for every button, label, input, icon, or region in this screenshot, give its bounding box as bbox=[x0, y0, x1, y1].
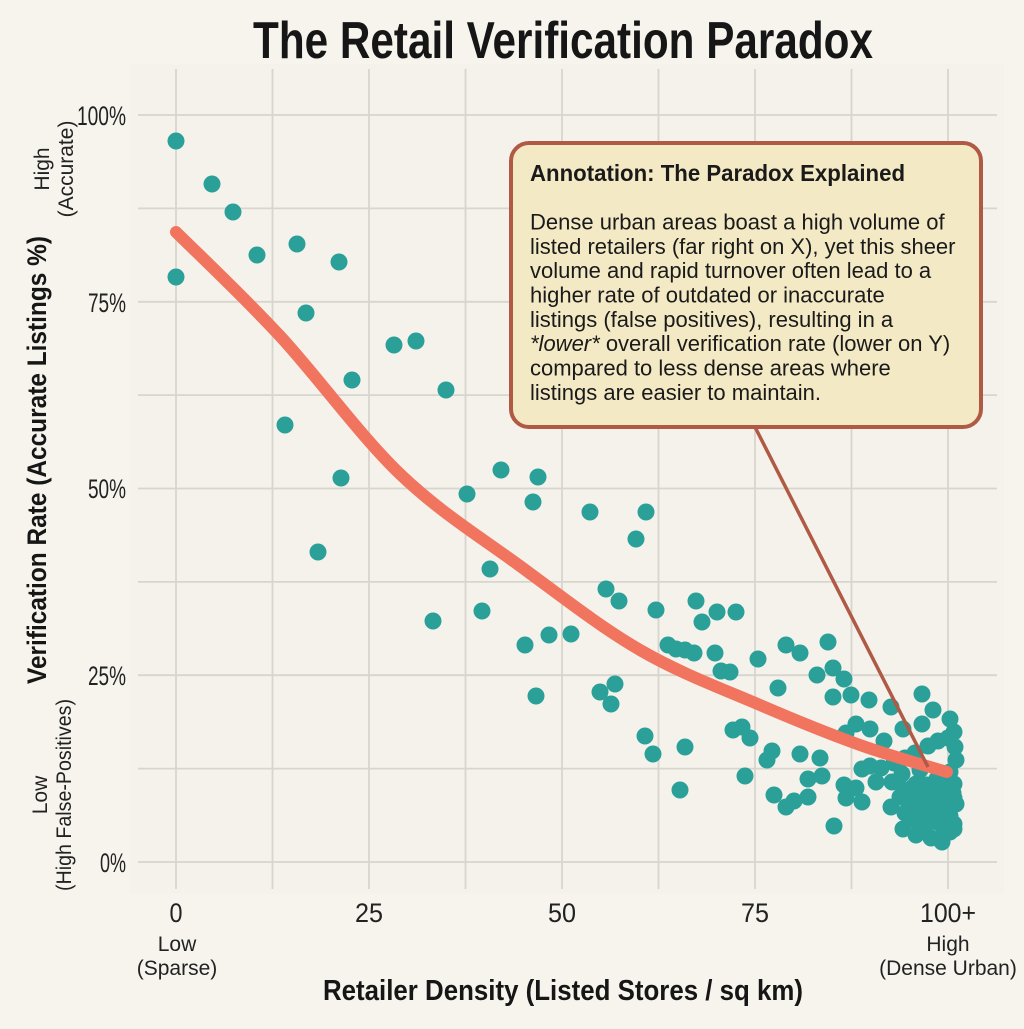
svg-text:The Retail Verification Parado: The Retail Verification Paradox bbox=[253, 12, 873, 70]
svg-text:Annotation: The Paradox Explai: Annotation: The Paradox Explained bbox=[530, 160, 905, 186]
svg-text:compared to less dense areas w: compared to less dense areas where bbox=[530, 356, 891, 381]
svg-text:100%: 100% bbox=[77, 101, 126, 131]
svg-text:25: 25 bbox=[355, 898, 383, 928]
svg-text:75: 75 bbox=[741, 898, 769, 928]
svg-text:volume and rapid turnover ofte: volume and rapid turnover often lead to … bbox=[530, 258, 932, 283]
svg-text:listings (false positives), re: listings (false positives), resulting in… bbox=[530, 307, 894, 332]
svg-text:25%: 25% bbox=[88, 661, 126, 691]
svg-text:(Sparse): (Sparse) bbox=[137, 957, 218, 980]
svg-text:Retailer Density (Listed Store: Retailer Density (Listed Stores / sq km) bbox=[323, 975, 803, 1007]
svg-text:(High False-Positives): (High False-Positives) bbox=[53, 699, 76, 891]
svg-text:0%: 0% bbox=[100, 848, 126, 878]
svg-text:Low: Low bbox=[29, 775, 52, 814]
svg-text:listings are easier to maintai: listings are easier to maintain. bbox=[530, 380, 821, 405]
svg-text:higher rate of outdated or ina: higher rate of outdated or inaccurate bbox=[530, 283, 885, 308]
svg-text:(Accurate): (Accurate) bbox=[55, 121, 78, 218]
svg-text:High: High bbox=[926, 933, 969, 956]
svg-text:*lower* overall verification r: *lower* overall verification rate (lower… bbox=[530, 331, 950, 356]
svg-text:Low: Low bbox=[158, 933, 197, 956]
svg-text:Verification Rate (Accurate Li: Verification Rate (Accurate Listings %) bbox=[22, 236, 52, 684]
svg-text:50%: 50% bbox=[88, 474, 126, 504]
svg-text:0: 0 bbox=[170, 898, 183, 928]
svg-text:50: 50 bbox=[548, 898, 576, 928]
svg-text:100+: 100+ bbox=[920, 898, 976, 928]
svg-text:listed retailers (far right on: listed retailers (far right on X), yet t… bbox=[530, 234, 956, 259]
svg-text:(Dense Urban): (Dense Urban) bbox=[879, 957, 1017, 980]
svg-text:75%: 75% bbox=[88, 288, 126, 318]
svg-text:High: High bbox=[31, 147, 54, 190]
svg-text:Dense urban areas boast a high: Dense urban areas boast a high volume of bbox=[530, 210, 945, 235]
